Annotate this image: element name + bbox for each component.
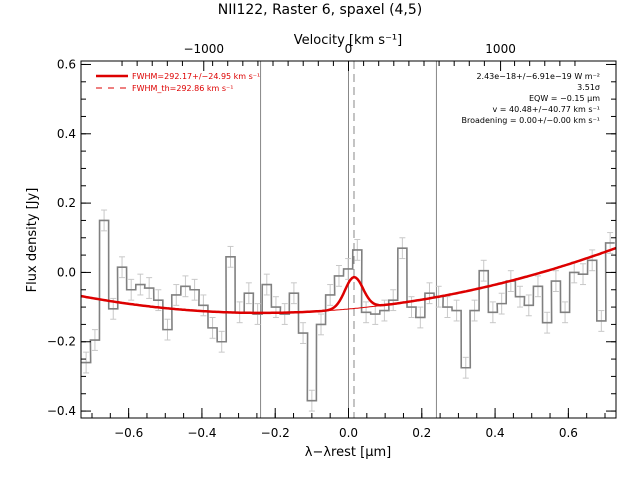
legend-label-fit-th: FWHM_th=292.86 km s⁻¹ [132, 84, 233, 93]
legend: FWHM=292.17+/−24.95 km s⁻¹ FWHM_th=292.8… [96, 72, 260, 93]
top-tick-label: 1000 [485, 42, 516, 56]
spectrum-step [81, 219, 615, 402]
x-tick-label: 0.2 [412, 426, 431, 440]
y-tick-label: −0.2 [47, 335, 76, 349]
x-tick-label: −0.6 [114, 426, 143, 440]
x-axis-label: λ−λrest [μm] [305, 445, 391, 460]
fit-curves [80, 246, 617, 315]
x-tick-label: 0.4 [486, 426, 505, 440]
y-tick-label: 0.0 [57, 265, 76, 279]
x-tick-label: 0.6 [559, 426, 578, 440]
fit-annotations: 2.43e−18+/−6.91e−19 W m⁻² 3.51σ EQW = −0… [462, 72, 601, 125]
annotation-significance: 3.51σ [577, 83, 600, 92]
y-tick-label: −0.4 [47, 404, 76, 418]
y-tick-label: 0.2 [57, 196, 76, 210]
y-tick-label: 0.4 [57, 127, 76, 141]
top-tick-label: 0 [345, 42, 353, 56]
chart-title: NII122, Raster 6, spaxel (4,5) [218, 2, 423, 18]
legend-label-fit: FWHM=292.17+/−24.95 km s⁻¹ [132, 72, 260, 81]
annotation-eqw: EQW = −0.15 μm [529, 94, 600, 103]
top-tick-label: −1000 [183, 42, 224, 56]
annotation-line-flux: 2.43e−18+/−6.91e−19 W m⁻² [476, 72, 600, 81]
x-tick-label: −0.4 [187, 426, 216, 440]
gaussian-fit-curve [80, 246, 617, 315]
spectrum-step-line [81, 219, 615, 402]
reference-lines [260, 61, 437, 418]
annotation-velocity: v = 40.48+/−40.77 km s⁻¹ [492, 105, 600, 114]
y-axis-label: Flux density [Jy] [25, 188, 40, 293]
annotation-broadening: Broadening = 0.00+/−0.00 km s⁻¹ [462, 116, 600, 125]
y-tick-label: 0.6 [57, 57, 76, 71]
top-axis-label: Velocity [km s⁻¹] [294, 33, 402, 48]
axes: −0.6 −0.4 −0.2 0.0 0.2 0.4 0.6 −1000 0 1000 −0.4 −0… [47, 42, 617, 440]
x-tick-label: −0.2 [261, 426, 290, 440]
x-tick-label: 0.0 [339, 426, 358, 440]
